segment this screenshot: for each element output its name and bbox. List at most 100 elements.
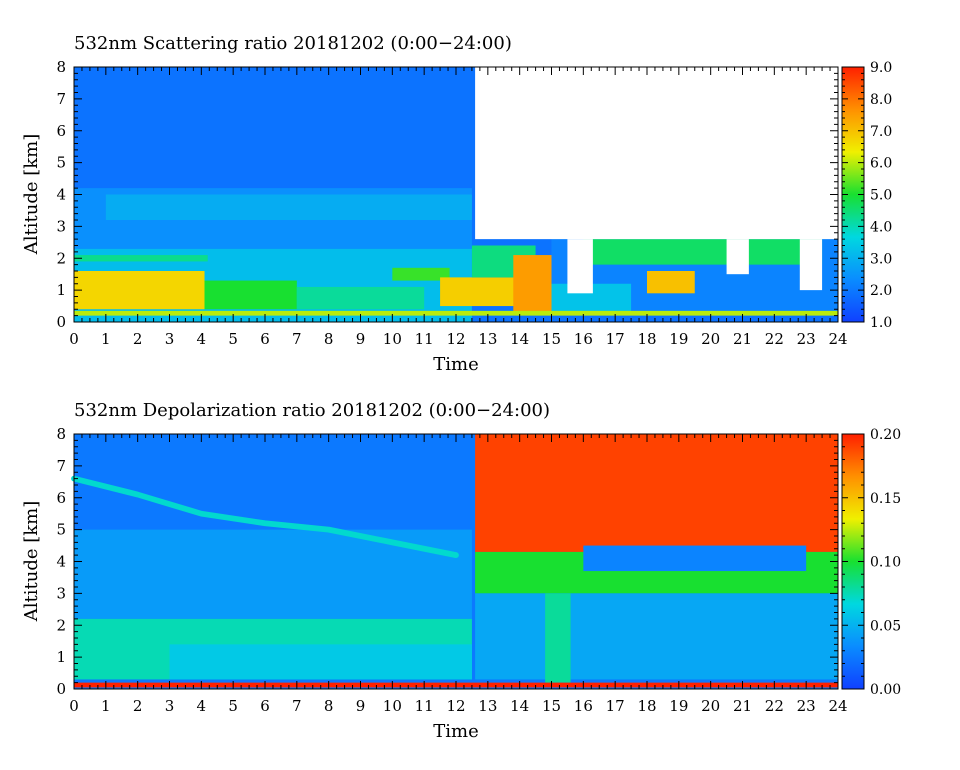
x-tick-label: 0	[69, 697, 79, 715]
y-tick-label: 7	[56, 90, 66, 108]
y-tick-label: 0	[56, 680, 66, 698]
x-tick-label: 5	[228, 697, 238, 715]
heatmap-region	[726, 239, 749, 275]
x-tick-label: 21	[733, 697, 752, 715]
y-axis: 0 1 2 3 4 5 6 7 8	[56, 425, 838, 698]
x-tick-label: 20	[701, 330, 720, 348]
colorbar-tick-label: 9.0	[870, 60, 892, 76]
heatmap-region	[74, 529, 472, 619]
y-tick-label: 2	[56, 616, 66, 634]
colorbar: 1.0 2.0 3.0 4.0 5.0 6.0 7.0 8.0 9.0	[841, 60, 892, 331]
chart-title: 532nm Depolarization ratio 20181202 (0:0…	[74, 400, 550, 421]
depolarization-ratio-panel: 532nm Depolarization ratio 20181202 (0:0…	[21, 400, 901, 742]
x-tick-label: 23	[797, 330, 816, 348]
heatmap-region	[647, 271, 695, 294]
x-tick-label: 19	[669, 697, 688, 715]
x-tick-label: 7	[292, 697, 302, 715]
colorbar-tick-label: 0.00	[870, 682, 901, 698]
heatmap-region	[392, 267, 450, 281]
x-tick-label: 13	[478, 697, 497, 715]
x-tick-label: 5	[228, 330, 238, 348]
x-tick-label: 4	[197, 330, 207, 348]
colorbar-tick-label: 0.10	[870, 555, 901, 571]
x-tick-label: 24	[828, 697, 847, 715]
heatmap-region	[440, 277, 527, 307]
scattering-ratio-panel: 532nm Scattering ratio 20181202 (0:00−24…	[21, 33, 892, 375]
x-tick-label: 2	[133, 330, 143, 348]
x-tick-label: 11	[415, 697, 434, 715]
heatmap-region	[475, 593, 838, 680]
x-tick-label: 17	[606, 697, 625, 715]
heatmap-band	[71, 475, 459, 558]
y-tick-label: 1	[56, 648, 66, 666]
x-tick-label: 14	[510, 697, 529, 715]
y-tick-label: 7	[56, 457, 66, 475]
heatmap-region	[513, 255, 552, 313]
heatmap-region	[105, 194, 472, 220]
colorbar-tick-label: 6.0	[870, 156, 892, 172]
x-tick-label: 19	[669, 330, 688, 348]
x-tick-label: 7	[292, 330, 302, 348]
y-tick-label: 1	[56, 281, 66, 299]
x-tick-label: 6	[260, 697, 270, 715]
heatmap-region	[583, 545, 807, 572]
x-tick-label: 12	[446, 697, 465, 715]
x-tick-label: 16	[574, 330, 593, 348]
chart-title: 532nm Scattering ratio 20181202 (0:00−24…	[74, 33, 512, 54]
colorbar-tick-label: 2.0	[870, 283, 892, 299]
colorbar-tick-label: 8.0	[870, 92, 892, 108]
heatmap-region	[74, 310, 838, 316]
y-tick-label: 2	[56, 249, 66, 267]
x-tick-label: 9	[356, 330, 366, 348]
colorbar-tick-label: 0.15	[870, 491, 901, 507]
x-axis: 0 1 2 3 4 5 6 7 8 9 10 11 12 13 14 15 16 17 18 19 20 21 22 23 24	[69, 67, 848, 348]
y-tick-label: 8	[56, 58, 66, 76]
y-tick-label: 3	[56, 217, 66, 235]
colorbar-tick-label: 5.0	[870, 188, 892, 204]
colorbar-tick-label: 0.20	[870, 427, 901, 443]
y-tick-label: 8	[56, 425, 66, 443]
heatmap-region	[204, 280, 297, 310]
x-tick-label: 9	[356, 697, 366, 715]
x-tick-label: 3	[165, 697, 175, 715]
x-tick-label: 15	[542, 330, 561, 348]
y-tick-label: 6	[56, 122, 66, 140]
colorbar-tick-label: 7.0	[870, 124, 892, 140]
x-tick-label: 22	[765, 697, 784, 715]
x-tick-label: 16	[574, 697, 593, 715]
x-tick-label: 14	[510, 330, 529, 348]
x-tick-label: 10	[383, 697, 402, 715]
colorbar-tick-label: 0.05	[870, 618, 901, 634]
x-tick-label: 2	[133, 697, 143, 715]
y-tick-label: 5	[56, 521, 66, 539]
x-tick-label: 15	[542, 697, 561, 715]
plot-area	[74, 67, 838, 322]
x-tick-label: 18	[637, 330, 656, 348]
y-tick-label: 4	[56, 186, 66, 204]
heatmap-region	[74, 271, 205, 310]
heatmap-region	[583, 239, 823, 265]
heatmap-region	[169, 644, 472, 680]
y-tick-label: 6	[56, 489, 66, 507]
y-tick-label: 0	[56, 313, 66, 331]
x-tick-label: 22	[765, 330, 784, 348]
y-tick-label: 4	[56, 553, 66, 571]
x-tick-label: 8	[324, 697, 334, 715]
y-tick-label: 5	[56, 154, 66, 172]
x-tick-label: 21	[733, 330, 752, 348]
x-tick-label: 6	[260, 330, 270, 348]
colorbar-tick-label: 3.0	[870, 251, 892, 267]
x-axis-label: Time	[433, 354, 478, 375]
plot-area	[71, 434, 838, 689]
x-tick-label: 8	[324, 330, 334, 348]
colorbar: 0.00 0.05 0.10 0.15 0.20	[841, 427, 901, 698]
x-axis: 0 1 2 3 4 5 6 7 8 9 10 11 12 13 14 15 16 17 18 19 20 21 22 23 24	[69, 434, 848, 715]
heatmap-region	[799, 239, 823, 291]
x-tick-label: 24	[828, 330, 847, 348]
x-tick-label: 4	[197, 697, 207, 715]
colorbar-tick-label: 1.0	[870, 315, 892, 331]
heatmap-region	[74, 255, 208, 262]
y-axis-label: Altitude [km]	[21, 134, 42, 256]
x-tick-label: 12	[446, 330, 465, 348]
